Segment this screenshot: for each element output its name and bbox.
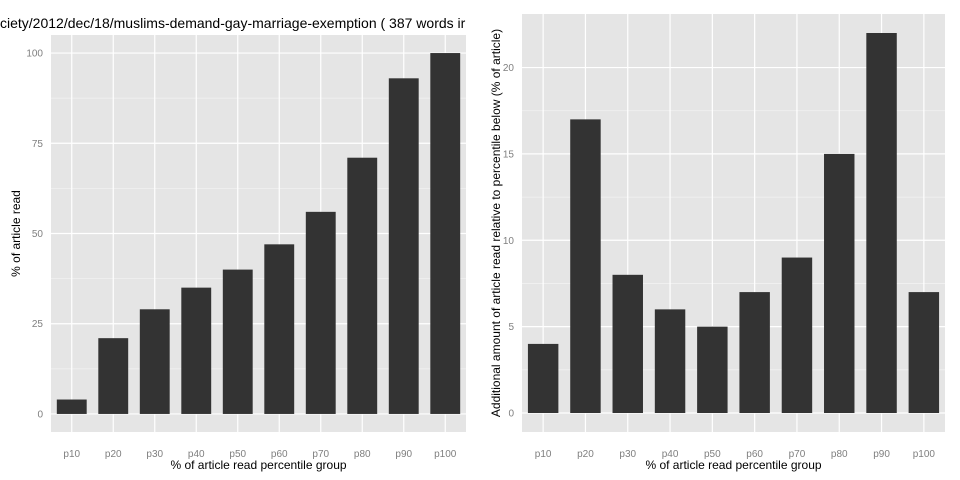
right-x-axis-label: % of article read percentile group bbox=[645, 458, 821, 472]
x-tick-label: p40 bbox=[188, 449, 205, 460]
bar-p30 bbox=[612, 274, 643, 413]
bar-p30 bbox=[139, 309, 170, 414]
x-tick-label: p20 bbox=[105, 449, 122, 460]
y-tick-label: 20 bbox=[503, 63, 515, 74]
left-bars bbox=[56, 53, 461, 414]
y-tick-label: 5 bbox=[508, 322, 514, 333]
bar-p10 bbox=[527, 343, 559, 413]
bar-p60 bbox=[739, 292, 770, 413]
bar-p90 bbox=[388, 78, 419, 414]
bar-p50 bbox=[697, 326, 728, 413]
left-x-tick-labels: p10 p20 p30 p40 p50 p60 p70 p80 p90 p100 bbox=[63, 449, 456, 460]
bar-p10 bbox=[56, 399, 87, 414]
x-tick-label: p70 bbox=[789, 449, 806, 460]
left-chart: ciety/2012/dec/18/muslims-demand-gay-mar… bbox=[0, 15, 466, 472]
y-tick-label: 15 bbox=[503, 149, 515, 160]
bar-p80 bbox=[824, 153, 855, 413]
right-chart: 0 5 10 15 20 p10 p20 p30 p40 p50 p60 p70 p80 p90 p100… bbox=[489, 14, 945, 472]
x-tick-label: p30 bbox=[619, 449, 636, 460]
bar-p50 bbox=[222, 269, 253, 414]
x-tick-label: p40 bbox=[662, 449, 679, 460]
bar-p20 bbox=[570, 119, 601, 413]
x-tick-label: p100 bbox=[434, 449, 457, 460]
y-tick-label: 100 bbox=[26, 49, 43, 60]
right-x-tick-labels: p10 p20 p30 p40 p50 p60 p70 p80 p90 p100 bbox=[535, 449, 936, 460]
y-tick-label: 10 bbox=[503, 236, 515, 247]
x-tick-label: p60 bbox=[746, 449, 763, 460]
right-y-axis-label: Additional amount of article read relati… bbox=[489, 29, 503, 417]
y-tick-label: 50 bbox=[32, 229, 44, 240]
x-tick-label: p100 bbox=[913, 449, 936, 460]
y-tick-label: 0 bbox=[508, 409, 514, 420]
bar-p60 bbox=[264, 244, 295, 414]
x-tick-label: p10 bbox=[63, 449, 80, 460]
right-y-tick-labels: 0 5 10 15 20 bbox=[503, 63, 515, 419]
x-tick-label: p50 bbox=[229, 449, 246, 460]
x-tick-label: p80 bbox=[831, 449, 848, 460]
left-chart-title: ciety/2012/dec/18/muslims-demand-gay-mar… bbox=[0, 15, 466, 31]
x-tick-label: p30 bbox=[146, 449, 163, 460]
left-y-tick-labels: 0 25 50 75 100 bbox=[26, 49, 43, 421]
x-tick-label: p80 bbox=[354, 449, 371, 460]
bar-p20 bbox=[98, 338, 129, 414]
y-tick-label: 0 bbox=[37, 409, 43, 420]
bar-p100 bbox=[908, 292, 940, 413]
y-tick-label: 25 bbox=[32, 319, 44, 330]
bar-p100 bbox=[430, 53, 461, 414]
left-y-axis-label: % of article read bbox=[9, 190, 23, 277]
bar-p40 bbox=[654, 309, 686, 413]
bar-p40 bbox=[181, 287, 212, 414]
bar-p70 bbox=[305, 211, 336, 414]
bar-p70 bbox=[781, 257, 813, 413]
y-tick-label: 75 bbox=[32, 139, 44, 150]
x-tick-label: p60 bbox=[271, 449, 288, 460]
x-tick-label: p10 bbox=[535, 449, 552, 460]
x-tick-label: p90 bbox=[873, 449, 890, 460]
left-x-axis-label: % of article read percentile group bbox=[170, 458, 346, 472]
x-tick-label: p50 bbox=[704, 449, 721, 460]
bar-p80 bbox=[347, 157, 378, 414]
bar-p90 bbox=[866, 33, 897, 413]
x-tick-label: p70 bbox=[312, 449, 329, 460]
right-bars bbox=[527, 33, 940, 413]
x-tick-label: p90 bbox=[395, 449, 412, 460]
x-tick-label: p20 bbox=[577, 449, 594, 460]
